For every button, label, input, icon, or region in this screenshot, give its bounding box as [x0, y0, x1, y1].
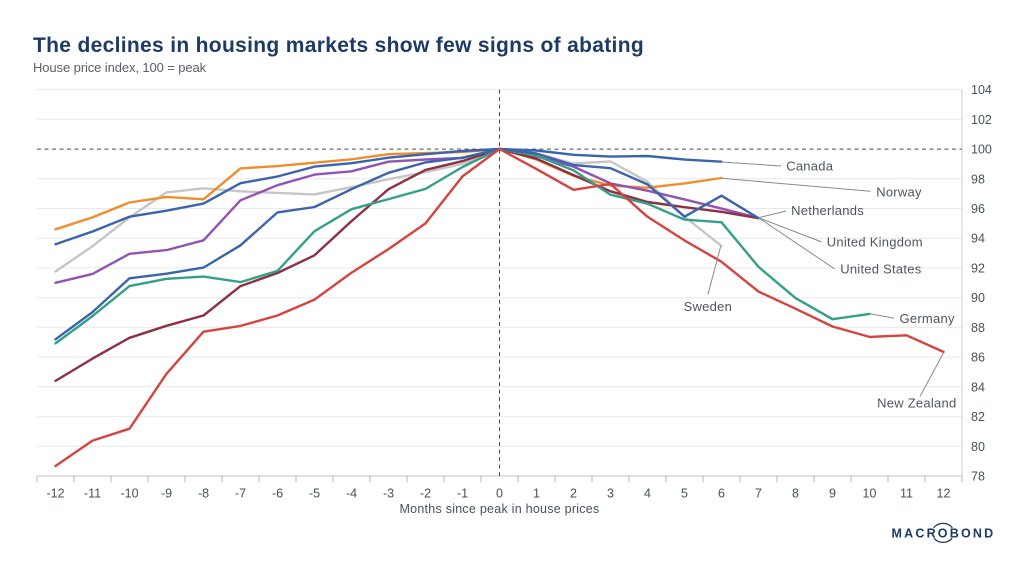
svg-text:2: 2 — [570, 487, 577, 501]
svg-text:9: 9 — [829, 487, 836, 501]
svg-text:94: 94 — [971, 232, 985, 246]
svg-text:-7: -7 — [235, 487, 246, 501]
svg-text:-12: -12 — [46, 487, 64, 501]
svg-text:-11: -11 — [84, 487, 101, 501]
svg-text:82: 82 — [971, 410, 985, 424]
svg-text:90: 90 — [971, 291, 985, 305]
svg-text:78: 78 — [971, 470, 985, 484]
svg-text:104: 104 — [971, 83, 992, 97]
svg-text:-5: -5 — [309, 487, 320, 501]
svg-text:102: 102 — [971, 113, 992, 127]
svg-text:12: 12 — [937, 487, 951, 501]
svg-text:8: 8 — [792, 487, 799, 501]
svg-text:Sweden: Sweden — [684, 299, 732, 314]
svg-text:10: 10 — [863, 487, 877, 501]
svg-text:100: 100 — [971, 143, 992, 157]
svg-text:3: 3 — [607, 487, 614, 501]
svg-text:Months since peak in house pri: Months since peak in house prices — [399, 502, 599, 516]
svg-text:11: 11 — [900, 487, 913, 501]
svg-text:Canada: Canada — [786, 159, 834, 174]
svg-text:-6: -6 — [272, 487, 283, 501]
svg-text:6: 6 — [718, 487, 725, 501]
svg-text:0: 0 — [496, 487, 503, 501]
svg-text:4: 4 — [644, 487, 651, 501]
svg-text:5: 5 — [681, 487, 688, 501]
svg-text:House price index, 100 = peak: House price index, 100 = peak — [33, 60, 207, 75]
svg-text:-2: -2 — [420, 487, 431, 501]
svg-text:80: 80 — [971, 440, 985, 454]
svg-text:MACROBOND: MACROBOND — [892, 527, 996, 541]
svg-text:New Zealand: New Zealand — [877, 395, 956, 410]
svg-text:98: 98 — [971, 172, 985, 186]
svg-text:-8: -8 — [198, 487, 209, 501]
svg-text:7: 7 — [755, 487, 762, 501]
svg-text:96: 96 — [971, 202, 985, 216]
svg-text:-3: -3 — [383, 487, 394, 501]
svg-text:84: 84 — [971, 380, 985, 394]
svg-text:-9: -9 — [161, 487, 172, 501]
svg-text:The declines in housing market: The declines in housing markets show few… — [33, 34, 644, 57]
svg-text:1: 1 — [533, 487, 540, 501]
svg-text:Netherlands: Netherlands — [791, 203, 864, 218]
svg-text:United Kingdom: United Kingdom — [827, 234, 923, 249]
svg-text:Germany: Germany — [900, 311, 955, 326]
svg-text:88: 88 — [971, 321, 985, 335]
svg-text:92: 92 — [971, 261, 985, 275]
svg-text:-1: -1 — [457, 487, 468, 501]
svg-text:86: 86 — [971, 351, 985, 365]
svg-text:Norway: Norway — [876, 184, 922, 199]
svg-text:United States: United States — [840, 262, 922, 277]
svg-text:-10: -10 — [120, 487, 138, 501]
svg-text:-4: -4 — [346, 487, 357, 501]
